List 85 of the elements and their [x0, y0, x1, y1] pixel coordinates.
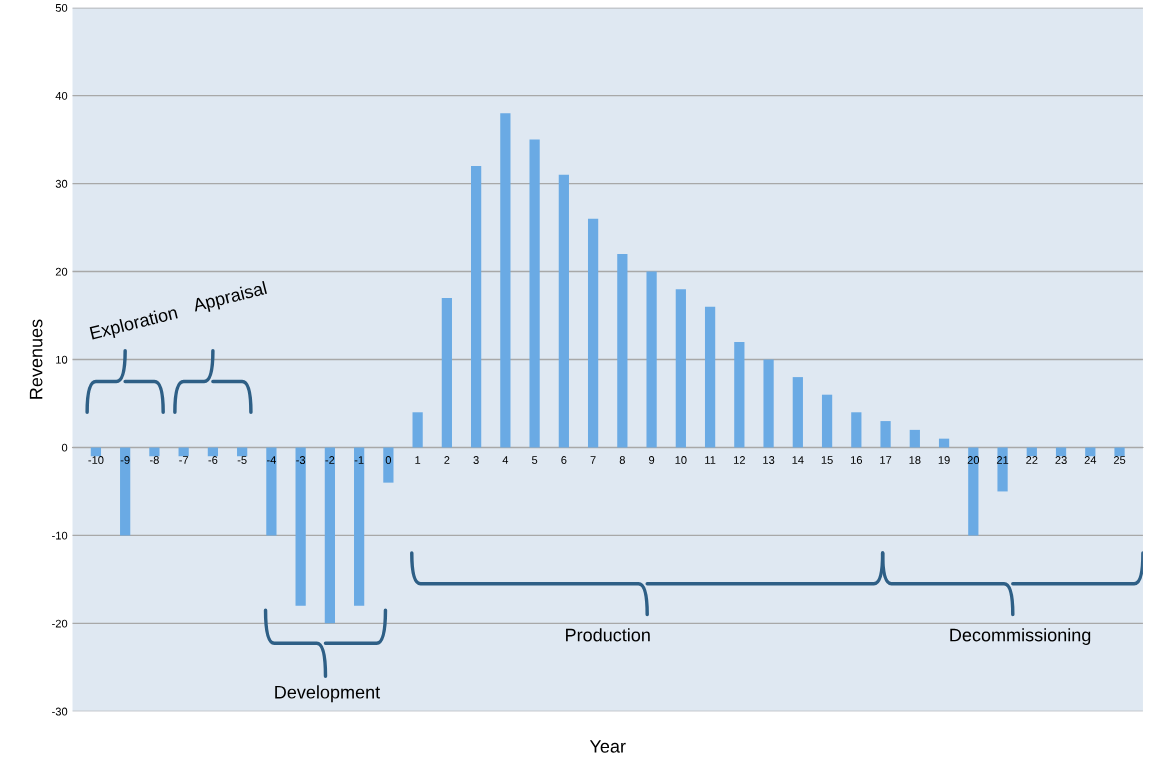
bar — [412, 412, 423, 448]
y-tick-label: 20 — [55, 267, 68, 276]
bar — [734, 341, 745, 448]
x-tick-label: 20 — [967, 456, 980, 464]
y-axis-title: Revenues — [29, 319, 43, 399]
x-tick-label: 13 — [763, 456, 775, 464]
x-axis-title: Year — [589, 740, 626, 753]
annotation: Decommissioning — [950, 628, 1091, 645]
bar — [90, 447, 102, 457]
annotation: Production — [566, 628, 650, 642]
y-tick-label: 40 — [55, 91, 68, 100]
y-tick-label: -10 — [52, 531, 68, 540]
bar — [1026, 447, 1037, 457]
bar — [821, 394, 833, 448]
x-tick-label: 11 — [705, 456, 716, 464]
x-tick-label: 8 — [619, 456, 625, 464]
x-tick-label: 19 — [938, 456, 950, 464]
x-tick-label: 21 — [996, 456, 1009, 464]
x-tick-label: 15 — [821, 456, 833, 464]
bar — [354, 447, 365, 606]
x-tick-label: -7 — [179, 456, 189, 464]
bar — [909, 429, 920, 448]
x-tick-label: 23 — [1055, 456, 1067, 464]
x-tick-label: 25 — [1113, 456, 1126, 464]
bar — [237, 447, 248, 457]
bar — [324, 447, 335, 624]
bar — [1114, 447, 1125, 457]
y-tick-label: -30 — [52, 707, 68, 716]
x-tick-label: 22 — [1026, 456, 1038, 464]
bar — [529, 139, 540, 448]
bar — [266, 447, 277, 536]
bar — [1085, 447, 1096, 457]
bar — [880, 421, 891, 448]
x-tick-label: 9 — [649, 456, 655, 464]
bar — [675, 289, 686, 448]
x-tick-label: 4 — [502, 456, 509, 464]
bar — [763, 359, 774, 448]
bar — [178, 447, 189, 457]
x-tick-label: 2 — [444, 456, 450, 464]
y-tick-label: 50 — [55, 3, 68, 12]
x-tick-label: 3 — [473, 456, 479, 464]
x-tick-label: 6 — [561, 456, 567, 464]
x-tick-label: -1 — [354, 456, 364, 464]
bar — [587, 218, 599, 448]
bar — [471, 166, 482, 448]
annotation: Development — [275, 685, 381, 703]
bar — [149, 447, 160, 457]
bar — [851, 412, 862, 448]
bar — [295, 447, 306, 606]
bar — [207, 447, 219, 457]
x-tick-label: -4 — [266, 456, 277, 464]
y-tick-label: -20 — [52, 619, 68, 628]
x-tick-label: 0 — [385, 456, 392, 464]
bar — [500, 113, 511, 448]
bar — [383, 447, 394, 483]
bar — [120, 447, 131, 536]
x-tick-label: 7 — [590, 456, 596, 464]
bar — [646, 271, 657, 448]
x-tick-label: -6 — [208, 456, 218, 464]
x-tick-label: -2 — [325, 456, 335, 464]
x-tick-label: -5 — [237, 456, 247, 464]
x-tick-label: 14 — [792, 456, 804, 464]
x-tick-label: 24 — [1084, 456, 1097, 464]
x-tick-label: 17 — [880, 456, 892, 464]
x-tick-label: -9 — [120, 456, 130, 464]
x-tick-label: -8 — [149, 456, 159, 464]
x-tick-label: 1 — [415, 456, 421, 464]
bar — [792, 377, 803, 448]
x-tick-label: 18 — [909, 456, 921, 464]
bar — [441, 297, 452, 448]
bar — [558, 174, 569, 448]
bar — [617, 253, 628, 448]
x-tick-label: 5 — [531, 456, 538, 464]
bar — [968, 447, 979, 536]
x-tick-label: 12 — [734, 456, 745, 464]
bar — [997, 447, 1008, 492]
y-tick-label: 10 — [56, 355, 68, 364]
bar — [1055, 447, 1067, 457]
x-tick-label: 10 — [675, 456, 687, 464]
y-tick-label: 0 — [61, 443, 68, 452]
y-tick-label: 30 — [55, 179, 68, 188]
x-tick-label: -10 — [88, 456, 104, 464]
bar — [704, 306, 716, 448]
x-tick-label: -3 — [296, 456, 306, 464]
x-tick-label: 16 — [850, 456, 863, 464]
